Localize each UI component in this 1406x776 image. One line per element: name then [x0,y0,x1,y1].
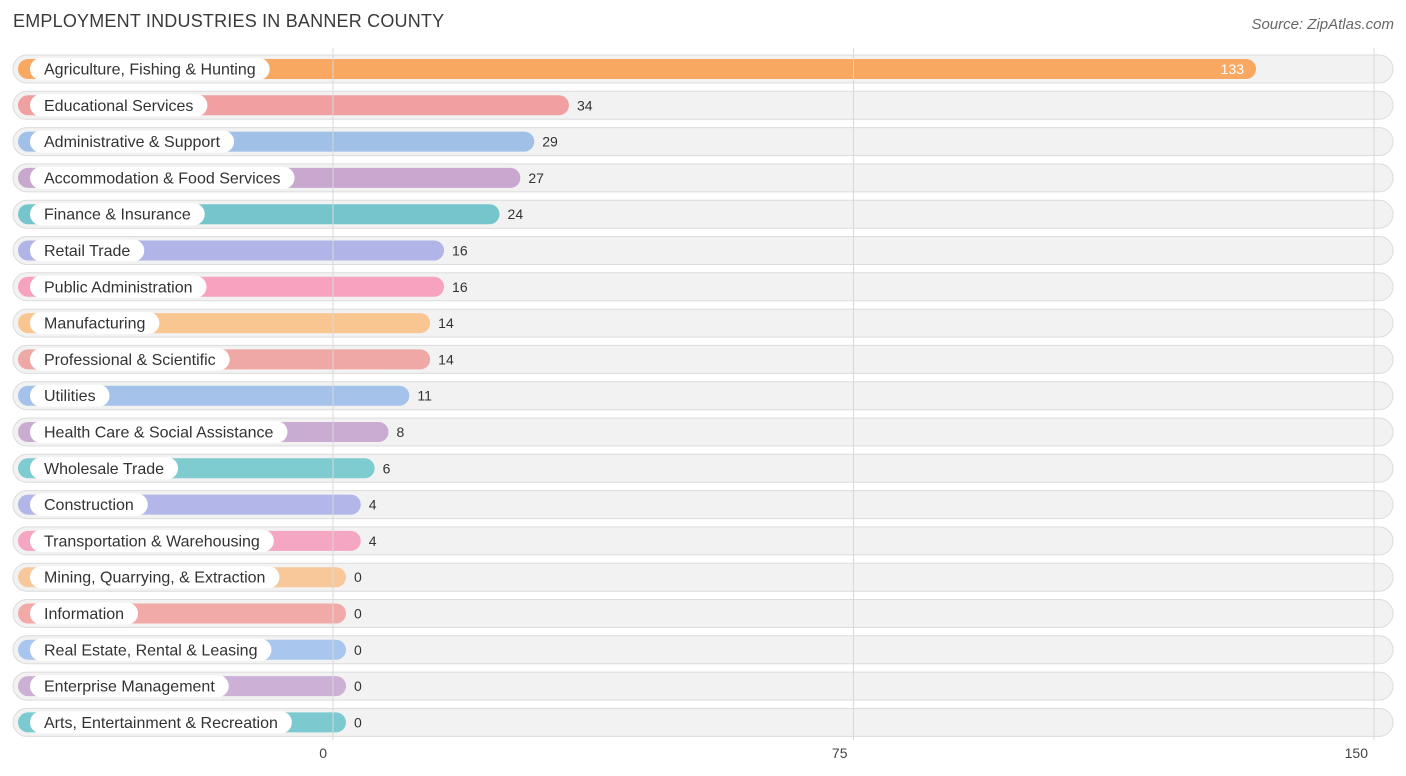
bar-row: Arts, Entertainment & Recreation 0 [12,707,1394,737]
category-label: Information [44,606,124,623]
category-label-pill [30,493,148,516]
category-label-pill [30,421,288,443]
category-label-pill [30,566,280,589]
bar-row: Educational Services 34 [12,90,1394,120]
bar-row: Information 0 [12,599,1394,628]
bar-track [12,635,1394,665]
value-label: 0 [354,678,362,694]
category-label: Agriculture, Fishing & Hunting [44,62,256,79]
value-label: 24 [508,206,524,222]
bar-row: Agriculture, Fishing & Hunting 133 [12,54,1394,84]
bar-row: Utilities 11 [12,381,1394,411]
category-label: Real Estate, Rental & Leasing [44,642,257,659]
category-label: Construction [44,497,134,514]
category-label: Professional & Scientific [44,352,216,369]
x-tick-label: 75 [832,745,848,761]
x-tick-label: 0 [319,745,327,761]
value-label: 133 [1221,61,1245,77]
bar-track [12,707,1394,737]
category-label: Public Administration [44,279,193,296]
value-label: 0 [354,606,362,622]
category-label-pill [30,94,208,117]
bar-row: Finance & Insurance 24 [12,199,1394,229]
grid-lines [332,48,1375,740]
bar-row: Health Care & Social Assistance 8 [12,417,1394,447]
bar-rows: Agriculture, Fishing & Hunting 133 Educati… [12,54,1394,737]
category-label: Health Care & Social Assistance [44,425,274,442]
value-label: 0 [354,642,362,658]
category-label-pill [30,58,270,80]
chart-title: EMPLOYMENT INDUSTRIES IN BANNER COUNTY [13,11,445,31]
category-label: Manufacturing [44,316,145,333]
bar-row: Enterprise Management 0 [12,671,1394,701]
bar-row: Public Administration 16 [12,272,1394,302]
bar-row: Retail Trade 16 [12,236,1394,265]
category-label-pill [30,166,295,189]
category-label: Retail Trade [44,243,130,260]
category-label: Accommodation & Food Services [44,170,281,187]
value-label: 34 [577,97,593,113]
bar [18,59,1257,79]
category-label-pill [30,602,139,625]
bar [18,385,410,406]
category-label-pill [30,384,110,407]
bar-track [12,526,1394,556]
value-label: 0 [354,714,362,730]
bar-row: Transportation & Warehousing 4 [12,526,1394,556]
category-label: Finance & Insurance [44,207,191,224]
bar-track [12,671,1394,701]
bar-row: Construction 4 [12,490,1394,520]
bar-row: Professional & Scientific 14 [12,344,1394,374]
category-label: Administrative & Support [44,134,221,151]
bar-row: Mining, Quarrying, & Extraction 0 [12,562,1394,592]
x-tick-label: 150 [1345,745,1369,761]
category-label-pill [30,130,235,153]
category-label-pill [30,275,207,298]
bar-row: Wholesale Trade 6 [12,453,1394,483]
value-label: 29 [542,134,558,150]
category-label: Wholesale Trade [44,461,164,478]
value-label: 16 [452,279,468,295]
value-label: 6 [383,460,391,476]
category-label: Arts, Entertainment & Recreation [44,715,278,732]
category-label-pill [30,348,230,371]
value-label: 27 [528,170,544,186]
value-label: 0 [354,569,362,585]
category-label-pill [30,675,229,698]
bar-row: Administrative & Support 29 [12,127,1394,157]
category-label-pill [30,203,205,226]
bar-track [12,599,1394,628]
category-label: Educational Services [44,98,193,115]
category-label: Utilities [44,388,96,405]
value-label: 4 [369,497,377,513]
category-label-pill [30,638,272,661]
category-label-pill [30,457,179,480]
value-label: 14 [438,315,454,331]
bar-track [12,562,1394,592]
category-label-pill [30,529,274,552]
x-axis: 0 75 150 [319,745,1368,761]
bar-row: Real Estate, Rental & Leasing 0 [12,635,1394,665]
category-label-pill [30,312,160,335]
bar-row: Manufacturing 14 [12,308,1394,338]
source-note: Source: ZipAtlas.com [1251,16,1394,33]
category-label: Enterprise Management [44,679,215,696]
category-label: Mining, Quarrying, & Extraction [44,570,265,587]
value-label: 4 [369,533,377,549]
category-label: Transportation & Warehousing [44,533,260,550]
category-label-pill [30,711,292,734]
value-label: 16 [452,243,468,259]
bar-track [12,490,1394,520]
category-label-pill [30,239,145,262]
value-label: 14 [438,351,454,367]
bar-row: Accommodation & Food Services 27 [12,163,1394,193]
value-label: 11 [417,388,432,404]
value-label: 8 [397,424,405,440]
